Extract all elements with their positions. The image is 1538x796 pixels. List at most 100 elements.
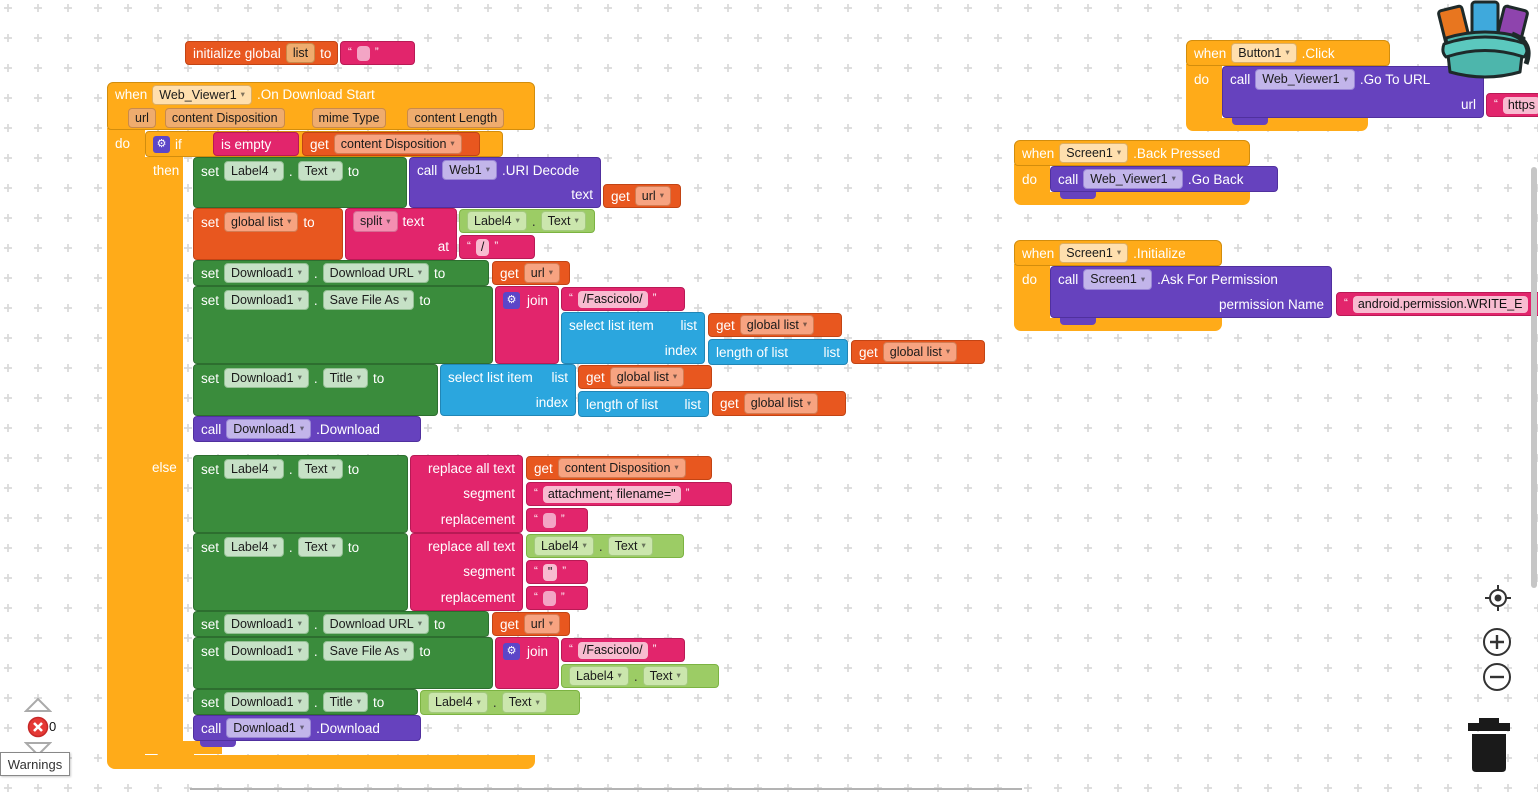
block-set-label4-text-1[interactable]: set Label4 . Text to — [193, 157, 407, 208]
component-dropdown-download1[interactable]: Download1 — [224, 289, 309, 311]
component-dropdown-download1[interactable]: Download1 — [224, 640, 309, 662]
block-call-ask-for-permission[interactable]: call Screen1 .Ask For Permission permiss… — [1050, 266, 1332, 318]
property-dropdown-title[interactable]: Title — [322, 691, 369, 713]
property-dropdown-text[interactable]: Text — [540, 210, 586, 232]
block-string-write-permission[interactable]: “ android.permission.WRITE_E — [1336, 292, 1538, 316]
component-dropdown-download1[interactable]: Download1 — [224, 367, 309, 389]
variable-dropdown-url[interactable]: url — [523, 613, 560, 635]
property-dropdown-title[interactable]: Title — [322, 367, 369, 389]
variable-dropdown-global-list[interactable]: global list — [224, 211, 299, 233]
block-set-global-list[interactable]: set global list to — [193, 208, 343, 260]
component-dropdown-web-viewer1[interactable]: Web_Viewer1 — [1255, 69, 1355, 90]
property-dropdown-download-url[interactable]: Download URL — [322, 613, 429, 635]
property-dropdown-text[interactable]: Text — [642, 665, 688, 687]
block-set-title-1[interactable]: set Download1 . Title to — [193, 364, 438, 416]
event-block-spine[interactable] — [1014, 164, 1050, 194]
string-field-empty[interactable] — [356, 45, 370, 61]
block-string-attachment-filename[interactable]: “ attachment; filename=" ” — [526, 482, 732, 506]
variable-dropdown-global-list[interactable]: global list — [743, 393, 819, 414]
block-set-download-url-1[interactable]: set Download1 . Download URL to — [193, 260, 489, 286]
component-dropdown-label4[interactable]: Label4 — [569, 665, 629, 687]
backpack-icon[interactable] — [1432, 0, 1538, 84]
mutator-gear-icon[interactable]: ⚙ — [153, 135, 170, 153]
component-dropdown-label4[interactable]: Label4 — [224, 160, 284, 182]
block-label4-text-getter-3[interactable]: Label4 . Text — [561, 664, 719, 688]
block-set-save-file-as-2[interactable]: set Download1 . Save File As to — [193, 637, 493, 689]
variable-dropdown-global-list[interactable]: global list — [739, 314, 815, 336]
block-call-download-2[interactable]: call Download1 .Download — [193, 715, 421, 741]
block-is-empty[interactable]: is empty — [213, 132, 299, 156]
block-string-double-quote[interactable]: “ " ” — [526, 560, 588, 584]
block-get-url-2[interactable]: get url — [492, 261, 570, 285]
zoom-in-button[interactable] — [1482, 627, 1512, 657]
event-param-url[interactable]: url — [128, 107, 156, 129]
trash-can-icon[interactable] — [1464, 714, 1514, 776]
if-block-spine[interactable] — [145, 157, 183, 741]
block-label4-text-getter-1[interactable]: Label4 . Text — [459, 209, 595, 233]
component-dropdown-web-viewer1[interactable]: Web_Viewer1 — [152, 84, 252, 106]
block-string-fascicolo-2[interactable]: “ /Fascicolo/ ” — [561, 638, 685, 662]
variable-dropdown-content-disposition[interactable]: content Disposition — [557, 457, 686, 479]
block-string-slash[interactable]: “ / ” — [459, 235, 535, 259]
block-event-screen1-back-pressed[interactable]: when Screen1 .Back Pressed — [1014, 140, 1250, 166]
property-dropdown-text[interactable]: Text — [501, 692, 547, 713]
variable-dropdown-global-list[interactable]: global list — [609, 366, 685, 388]
block-label4-text-getter-2[interactable]: Label4 . Text — [526, 534, 684, 558]
event-param-mime-type[interactable]: mime Type — [311, 107, 387, 129]
component-dropdown-label4[interactable]: Label4 — [224, 536, 284, 558]
block-call-go-to-url[interactable]: call Web_Viewer1 .Go To URL url — [1222, 66, 1484, 118]
component-dropdown-label4[interactable]: Label4 — [467, 210, 527, 232]
string-field-attachment-filename[interactable]: attachment; filename=" — [542, 485, 681, 503]
block-get-global-list-2[interactable]: get global list — [851, 340, 985, 364]
string-field-fascicolo[interactable]: /Fascicolo/ — [577, 641, 648, 659]
component-dropdown-web-viewer1[interactable]: Web_Viewer1 — [1083, 168, 1183, 190]
property-dropdown-save-file-as[interactable]: Save File As — [322, 289, 415, 311]
zoom-out-button[interactable] — [1482, 662, 1512, 692]
block-string-empty-3[interactable]: “ ” — [526, 586, 588, 610]
string-field-write-permission[interactable]: android.permission.WRITE_E — [1352, 295, 1528, 313]
block-label4-text-getter-4[interactable]: Label4 . Text — [420, 690, 580, 715]
block-join-1[interactable]: ⚙ join — [495, 286, 559, 364]
block-set-title-2[interactable]: set Download1 . Title to — [193, 689, 418, 715]
string-field-slash[interactable]: / — [475, 238, 490, 256]
block-length-of-list-2[interactable]: length of list list — [578, 391, 709, 417]
block-get-global-list-3[interactable]: get global list — [578, 365, 712, 389]
component-dropdown-web1[interactable]: Web1 — [442, 160, 497, 181]
component-dropdown-download1[interactable]: Download1 — [224, 691, 309, 713]
string-field-double-quote[interactable]: " — [542, 563, 558, 581]
warnings-toggle-button[interactable]: Warnings — [0, 752, 70, 776]
property-dropdown-text[interactable]: Text — [297, 536, 343, 558]
block-event-on-download-start[interactable]: when Web_Viewer1 .On Download Start url … — [107, 82, 535, 130]
block-set-save-file-as-1[interactable]: set Download1 . Save File As to — [193, 286, 493, 364]
block-string-fascicolo-1[interactable]: “ /Fascicolo/ ” — [561, 287, 685, 311]
block-initialize-global-list[interactable]: initialize global list to — [185, 41, 338, 65]
event-param-content-length[interactable]: content Length — [407, 107, 505, 129]
variable-dropdown-url[interactable]: url — [523, 262, 560, 284]
property-dropdown-save-file-as[interactable]: Save File As — [322, 640, 415, 662]
block-call-download-1[interactable]: call Download1 .Download — [193, 416, 421, 442]
block-length-of-list-1[interactable]: length of list list — [708, 339, 848, 365]
block-call-go-back[interactable]: call Web_Viewer1 .Go Back — [1050, 166, 1278, 192]
property-dropdown-download-url[interactable]: Download URL — [322, 262, 429, 284]
block-select-list-item-1[interactable]: select list item list index — [561, 312, 705, 364]
component-dropdown-download1[interactable]: Download1 — [226, 418, 312, 440]
block-call-web1-uri-decode[interactable]: call Web1 .URI Decode text — [409, 157, 601, 208]
component-dropdown-label4[interactable]: Label4 — [428, 692, 488, 713]
variable-dropdown-content-disposition[interactable]: content Disposition — [333, 133, 462, 155]
event-block-spine[interactable] — [1186, 64, 1222, 120]
vertical-scrollbar[interactable] — [1531, 167, 1537, 588]
string-field-empty[interactable] — [542, 512, 556, 528]
block-get-global-list-4[interactable]: get global list — [712, 391, 846, 416]
block-get-url-1[interactable]: get url — [603, 184, 681, 208]
block-string-empty[interactable]: “ ” — [340, 41, 415, 65]
center-workspace-button[interactable] — [1483, 583, 1513, 613]
block-event-button1-click[interactable]: when Button1 .Click — [1186, 40, 1390, 66]
component-dropdown-label4[interactable]: Label4 — [224, 458, 284, 480]
variable-dropdown-url[interactable]: url — [634, 185, 671, 207]
block-set-download-url-2[interactable]: set Download1 . Download URL to — [193, 611, 489, 637]
event-block-spine[interactable] — [107, 128, 145, 757]
block-get-global-list-1[interactable]: get global list — [708, 313, 842, 337]
mutator-gear-icon[interactable]: ⚙ — [503, 642, 520, 660]
component-dropdown-screen1[interactable]: Screen1 — [1083, 269, 1153, 290]
